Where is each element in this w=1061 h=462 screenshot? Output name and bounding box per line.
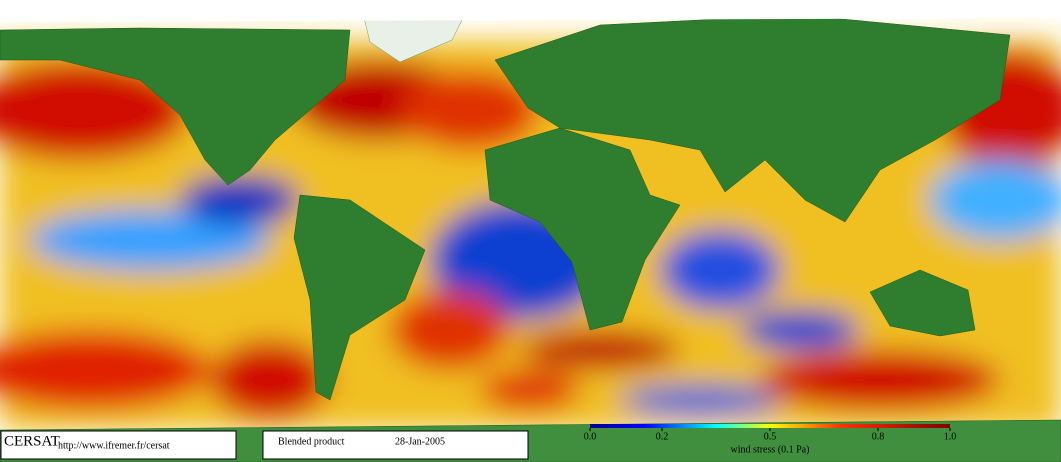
- colorbar-label: wind stress (0.1 Pa): [731, 444, 810, 455]
- footer-box: [262, 430, 529, 460]
- arctic: [0, 0, 1061, 22]
- logo: CERSAT: [4, 433, 60, 449]
- date: 28-Jan-2005: [395, 436, 445, 447]
- colorbar-tick-label: 0.5: [764, 431, 777, 442]
- product: Blended product: [278, 436, 345, 447]
- colorbar-tick-label: 0.2: [656, 431, 669, 442]
- url: http://www.ifremer.fr/cersat: [58, 440, 170, 451]
- colorbar-tick-label: 1.0: [944, 431, 957, 442]
- footer-box: [0, 430, 237, 460]
- colorbar-tick-label: 0.0: [584, 431, 597, 442]
- colorbar-tick-label: 0.8: [872, 431, 885, 442]
- colorbar: [590, 424, 950, 428]
